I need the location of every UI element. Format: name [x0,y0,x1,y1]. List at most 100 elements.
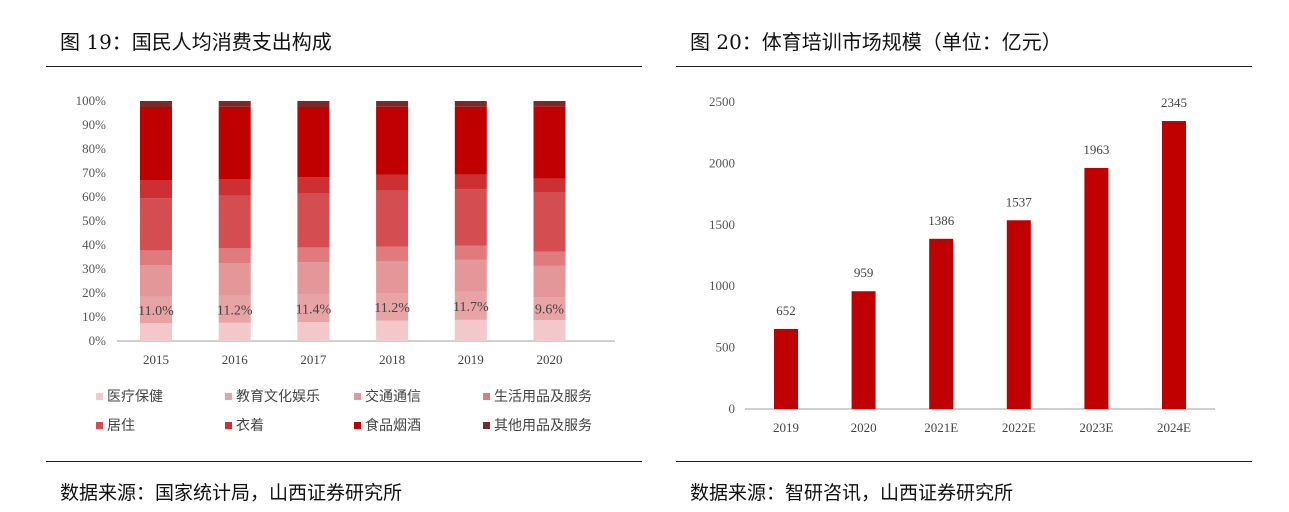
divider [676,66,1252,67]
data-label: 652 [776,303,796,318]
bar-segment [454,106,487,175]
y-tick-label: 70% [82,165,106,180]
bar-segment [454,319,487,341]
bar [929,238,954,409]
bar [774,328,798,409]
bar-segment [297,322,330,341]
left-chart-title: 图 19：国民人均消费支出构成 [60,30,332,54]
x-tick-label: 2017 [300,352,327,367]
bar-segment [140,180,172,199]
bar-segment [454,291,487,320]
bar-segment [533,106,566,179]
bar-segment [376,320,409,341]
bar-segment [376,101,409,107]
legend-label: 生活用品及服务 [494,389,592,405]
bar-segment [218,295,251,323]
bar-segment [218,263,251,296]
y-tick-label: 60% [82,189,106,204]
x-tick-label: 2015 [143,352,169,367]
legend-label: 交通通信 [365,389,421,405]
right-chart-title: 图 20：体育培训市场规模（单位：亿元） [690,30,1062,54]
bar-segment [297,107,330,178]
data-label: 11.4% [296,302,332,317]
legend-label: 其他用品及服务 [494,418,592,434]
data-label: 1386 [928,213,955,228]
x-tick-label: 2021E [924,420,958,435]
legend-swatch [225,421,232,429]
bar-segment [533,101,566,107]
bar-segment [533,251,566,266]
y-tick-label: 10% [82,309,106,324]
y-tick-label: 2500 [709,94,735,109]
legend-item: 居住 [96,415,135,435]
bar-segment [454,245,487,260]
bar [1162,121,1186,409]
bar-segment [297,193,330,248]
y-tick-label: 80% [82,141,106,156]
bar [1006,220,1031,409]
legend-item: 医疗保健 [96,386,163,406]
x-tick-label: 2018 [379,352,405,367]
bar [851,291,876,409]
y-tick-label: 100% [76,93,107,108]
divider [46,66,642,67]
legend-swatch [483,421,490,429]
legend-item: 衣着 [225,415,264,435]
bar-segment [218,248,251,263]
bar-segment [140,296,172,324]
bar-segment [297,262,330,295]
bar-segment [533,178,566,193]
bar-segment [454,189,487,246]
legend-swatch [354,421,361,429]
data-label: 1963 [1083,142,1109,157]
bar-segment [140,323,172,341]
x-tick-label: 2020 [537,352,563,367]
bar-segment [376,190,409,247]
legend-swatch [354,392,361,400]
y-tick-label: 500 [716,340,736,355]
legend-swatch [225,392,232,400]
bar-segment [533,265,566,298]
x-tick-label: 2019 [773,420,799,435]
bar-segment [140,106,172,181]
x-tick-label: 2022E [1002,420,1036,435]
legend-swatch [96,421,103,429]
legend-swatch [96,392,103,400]
bar-segment [218,106,251,179]
divider [676,461,1252,462]
legend-label: 居住 [107,418,135,434]
bar-segment [218,101,251,107]
data-label: 11.0% [138,304,174,319]
bar-segment [218,195,251,249]
bar-segment [297,294,330,323]
y-tick-label: 30% [82,261,106,276]
bar-segment [218,179,251,196]
bar-segment [376,261,409,294]
y-tick-label: 2000 [709,155,735,170]
x-tick-label: 2016 [222,352,249,367]
legend-item: 食品烟酒 [354,415,421,435]
bar-segment [376,106,409,175]
y-tick-label: 20% [82,285,106,300]
y-tick-label: 1000 [709,278,735,293]
bar-segment [140,250,172,265]
bar-segment [533,297,566,321]
bar-segment [454,259,487,292]
data-label: 2345 [1161,95,1187,110]
right-source: 数据来源：智研咨讯，山西证券研究所 [690,482,1014,504]
y-tick-label: 1500 [709,217,735,232]
bar-segment [376,174,409,191]
left-source: 数据来源：国家统计局，山西证券研究所 [60,482,403,504]
y-tick-label: 90% [82,117,106,132]
y-tick-label: 0% [89,333,107,348]
bar-segment [454,101,487,107]
y-tick-label: 40% [82,237,106,252]
x-tick-label: 2024E [1157,420,1191,435]
data-label: 11.2% [374,301,410,316]
bar [1084,167,1109,409]
legend-label: 衣着 [236,418,264,434]
data-label: 959 [854,265,874,280]
y-tick-label: 0 [729,401,736,416]
bar-segment [140,198,172,251]
